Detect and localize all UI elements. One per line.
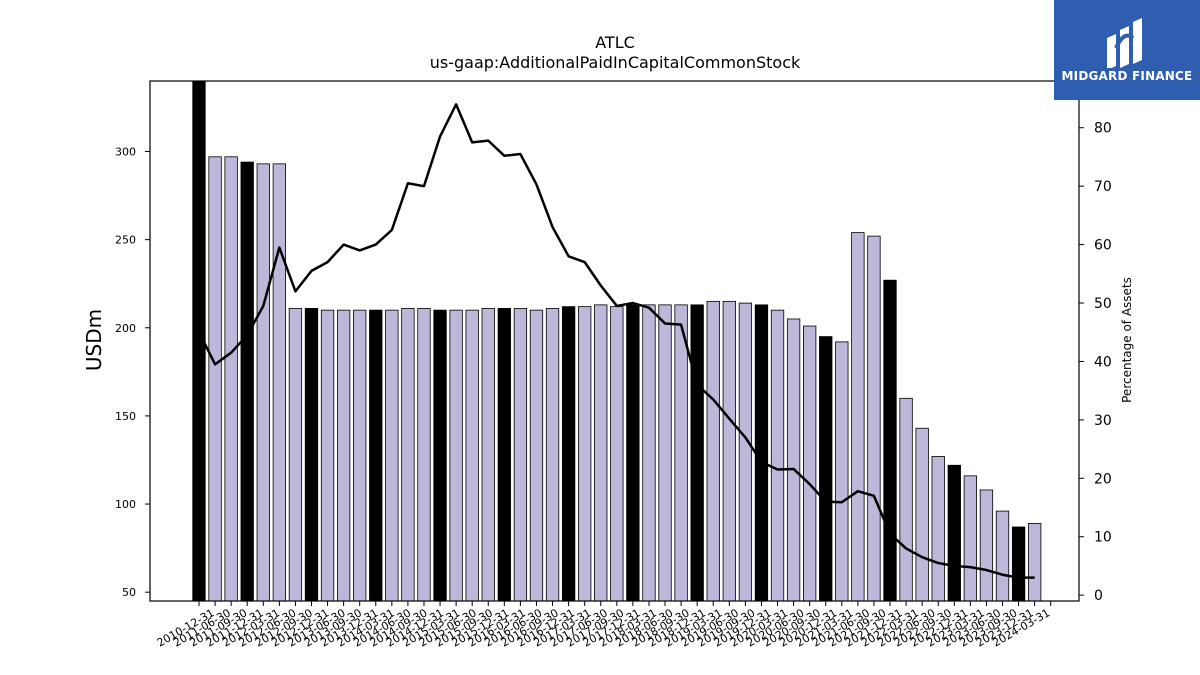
bar (642, 304, 656, 602)
chart-subtitle: us-gaap:AdditionalPaidInCapitalCommonSto… (430, 53, 801, 72)
y-tick-label-right: 30 (1094, 413, 1112, 429)
bar (256, 163, 270, 602)
y-tick-label-right: 0 (1094, 588, 1103, 604)
y-tick-label: 200 (115, 322, 136, 335)
y-tick-label-right: 80 (1094, 121, 1112, 137)
bar (851, 232, 865, 602)
bar (626, 304, 640, 602)
bar (803, 325, 817, 602)
bar (465, 309, 479, 602)
y-tick-label: 150 (115, 410, 136, 423)
percentage-line (197, 103, 1035, 579)
bar (1011, 526, 1026, 602)
bar (481, 307, 495, 602)
bar (240, 161, 254, 602)
bar (835, 341, 849, 602)
bar (690, 304, 704, 602)
y-tick-label-right: 40 (1094, 354, 1112, 370)
bar (401, 307, 415, 602)
bar (545, 307, 560, 602)
bar (336, 309, 351, 602)
bar (594, 304, 608, 602)
bar (867, 235, 881, 602)
bar (561, 306, 576, 602)
y-tick-label: 300 (115, 146, 136, 159)
bar (1027, 523, 1042, 602)
y-tick-label-right: 50 (1094, 296, 1112, 312)
bar (497, 307, 511, 602)
bar (754, 304, 769, 602)
bar (963, 475, 978, 602)
bar (449, 309, 463, 602)
bar (995, 510, 1010, 602)
bar (224, 156, 238, 602)
y-tick-label: 100 (115, 498, 136, 511)
bar (947, 464, 961, 602)
y-tick-label-right: 20 (1094, 471, 1112, 487)
bar (578, 306, 592, 602)
bar (979, 489, 994, 602)
bar (433, 309, 447, 602)
y-tick-label-right: 60 (1094, 238, 1112, 254)
plot-frame (149, 80, 1080, 602)
midgard-logo-icon (1107, 18, 1142, 68)
y-tick-label-right: 10 (1094, 530, 1112, 546)
bar (320, 309, 335, 602)
logo-text: MIDGARD FINANCE (1061, 69, 1193, 83)
midgard-finance-logo: MIDGARD FINANCE (1054, 0, 1200, 100)
bar (417, 307, 431, 602)
bar (658, 304, 672, 602)
bar (513, 307, 528, 602)
bar (915, 427, 929, 602)
bar (288, 307, 303, 602)
bar (883, 279, 897, 602)
bar (819, 336, 833, 602)
bar (770, 309, 785, 602)
bar (674, 304, 688, 602)
bar (610, 306, 624, 602)
bar (353, 309, 367, 602)
bar (208, 156, 222, 602)
y-axis-label-right: Percentage of Assets (1120, 277, 1134, 403)
y-tick-label: 50 (122, 586, 136, 599)
y-tick-label-right: 70 (1094, 179, 1112, 195)
y-axis-label: USDm (82, 309, 106, 371)
bar (722, 300, 736, 602)
bar (304, 307, 319, 602)
bar (899, 397, 913, 602)
bar (529, 309, 544, 602)
bar (706, 300, 720, 602)
bar (738, 302, 753, 602)
chart-title: ATLC (595, 33, 635, 52)
bar (272, 163, 287, 602)
bar (369, 309, 383, 602)
bar (931, 456, 945, 602)
bar (786, 318, 801, 602)
bar (385, 309, 399, 602)
y-tick-label: 250 (115, 234, 136, 247)
